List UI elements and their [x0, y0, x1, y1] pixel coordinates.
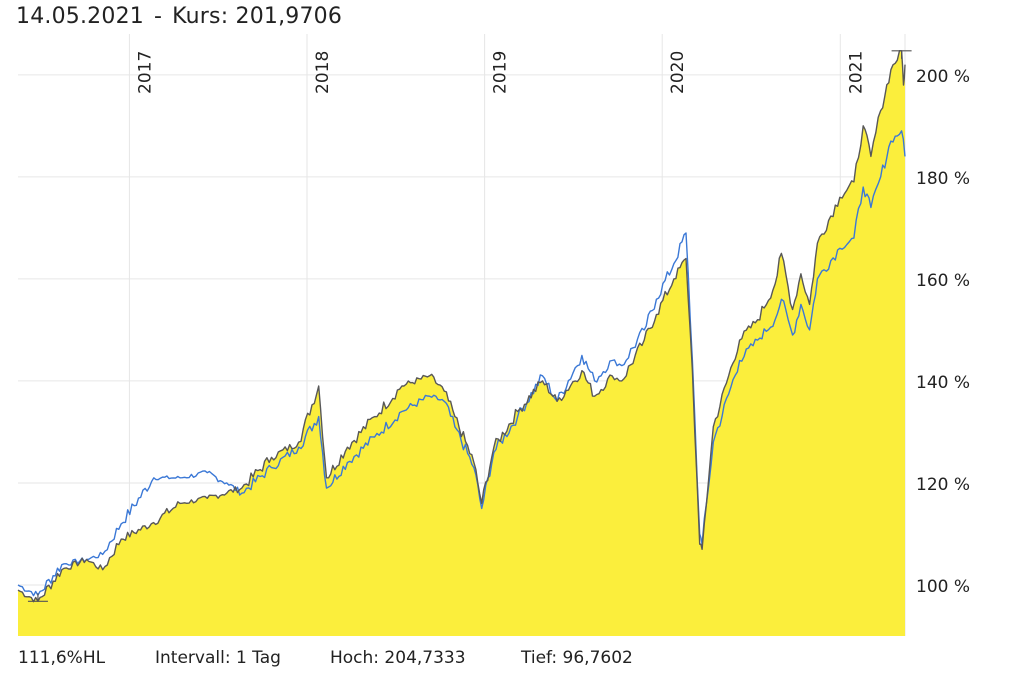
y-tick-label: 100 %: [916, 577, 970, 597]
y-tick-label: 160 %: [916, 271, 970, 291]
main-series-line: [17, 50, 906, 603]
price-chart[interactable]: 100 % 120 % 140 % 160 % 180 % 200 % 2017 2018 20…: [0, 0, 1024, 640]
y-tick-label: 120 %: [916, 475, 970, 495]
x-tick-label: 2018: [313, 51, 333, 94]
header-price: Kurs: 201,9706: [172, 4, 343, 29]
axis-labels: 100 % 120 % 140 % 160 % 180 % 200 % 2017 2018 20…: [135, 51, 970, 597]
footer-interval[interactable]: Intervall: 1 Tag: [155, 648, 281, 668]
header-date: 14.05.2021: [16, 4, 144, 29]
y-tick-label: 200 %: [916, 67, 970, 87]
y-tick-label: 180 %: [916, 169, 970, 189]
footer-high: Hoch: 204,7333: [330, 648, 466, 668]
comparison-series-line: [17, 130, 906, 597]
chart-header: 14.05.2021- Kurs: 201,9706: [16, 4, 342, 29]
footer-change: 111,6%HL: [18, 648, 106, 668]
x-tick-label: 2020: [668, 51, 688, 94]
high-marker: [891, 50, 912, 59]
x-tick-label: 2017: [135, 51, 155, 94]
footer-low: Tief: 96,7602: [521, 648, 633, 668]
area-layer: [18, 50, 905, 636]
low-marker: [27, 593, 48, 602]
header-separator: -: [153, 4, 163, 29]
x-tick-label: 2021: [846, 51, 866, 94]
y-tick-label: 140 %: [916, 373, 970, 393]
x-tick-label: 2019: [491, 51, 511, 94]
line-layer: [17, 50, 906, 603]
extrema-markers: [27, 50, 912, 602]
main-series-area: [18, 50, 905, 636]
